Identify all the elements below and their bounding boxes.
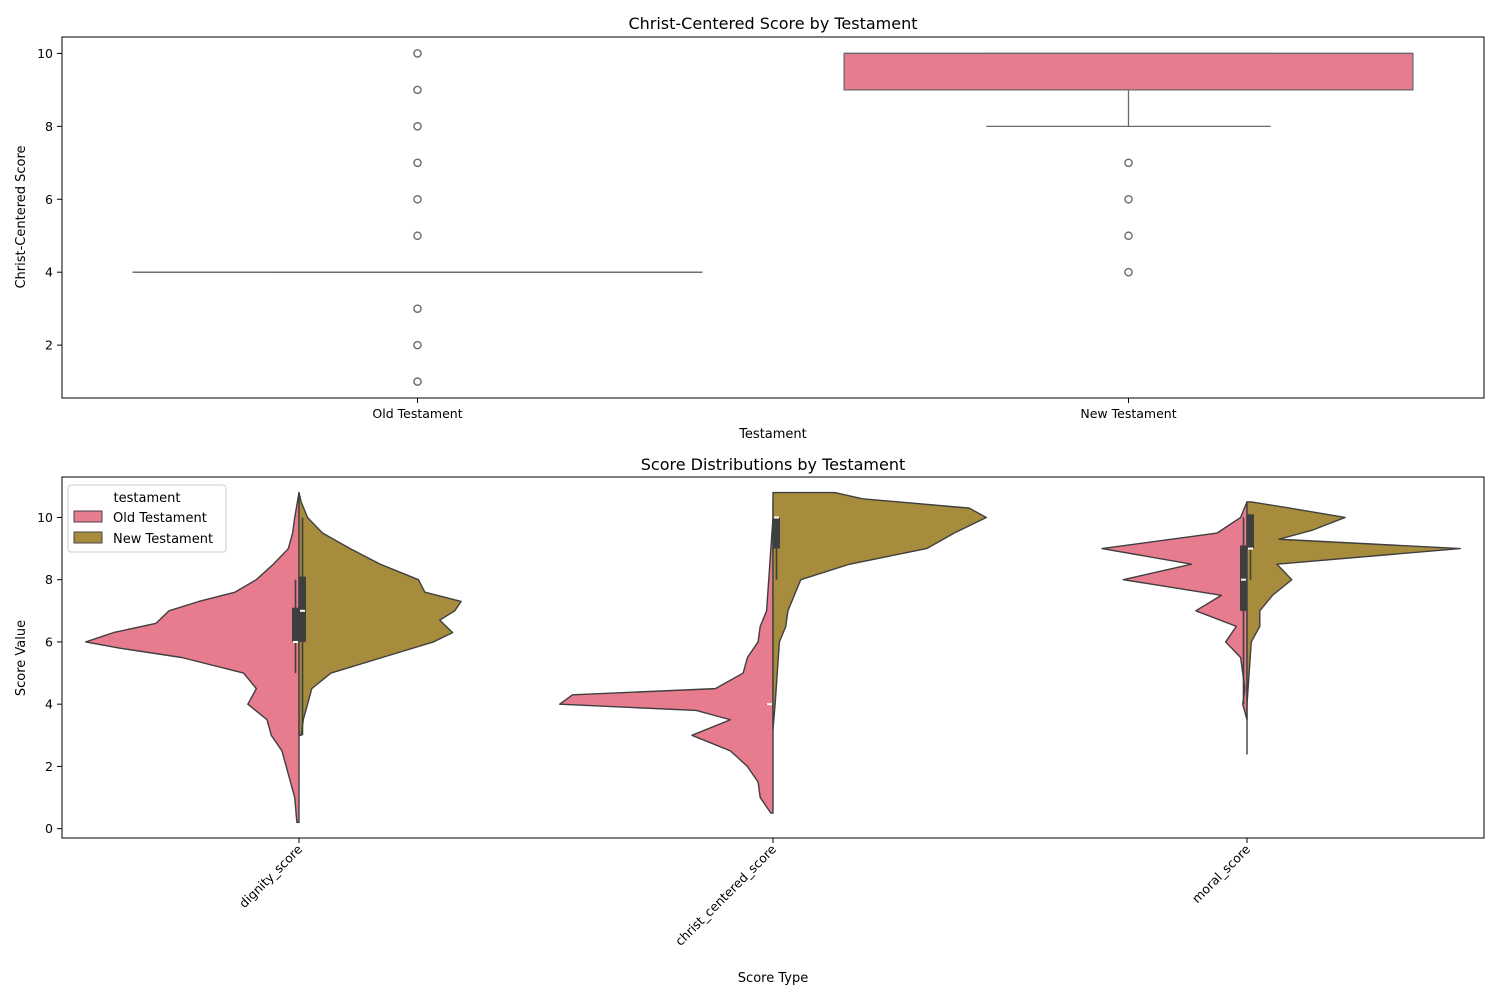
- box-outlier-new-testament-6: [1124, 194, 1133, 204]
- violin-old-testament-christ-centered-score: [559, 501, 774, 814]
- chart2-ytick-label-10: 10: [37, 510, 53, 525]
- chart2-ytick-label-8: 8: [45, 572, 53, 587]
- chart2-title: Score Distributions by Testament: [641, 455, 906, 474]
- box-outlier-old-testament-3: [413, 304, 422, 313]
- chart2-xtick-label-dignity-score: dignity_score: [236, 841, 305, 910]
- violin-box-old-testament-moral-score: [1240, 545, 1247, 611]
- box-outlier-new-testament-7: [1124, 158, 1133, 168]
- chart1-xlabel: Testament: [738, 427, 807, 442]
- violin-chart: Score Distributions by Testament Score T…: [14, 455, 1485, 986]
- chart2-xtick-label-christ-centered-score: christ_centered_score: [672, 841, 779, 948]
- box-outlier-old-testament-2: [413, 340, 422, 350]
- chart1-ytick-label-10: 10: [37, 46, 53, 61]
- chart2-xlabel: Score Type: [738, 971, 808, 986]
- legend-label-new-testament: New Testament: [113, 532, 213, 547]
- violin-box-new-testament-christ-centered-score: [773, 517, 780, 549]
- box-outlier-old-testament-8: [413, 122, 422, 131]
- chart1-xtick-label-new-testament: New Testament: [1080, 406, 1176, 421]
- chart1-ytick-label-2: 2: [45, 338, 53, 353]
- chart2-ytick-label-2: 2: [45, 759, 53, 774]
- legend-swatch-new-testament: [73, 531, 103, 544]
- chart2-ylabel: Score Value: [14, 620, 29, 696]
- legend-swatch-old-testament: [73, 510, 103, 523]
- violin-box-new-testament-moral-score: [1247, 514, 1254, 549]
- chart1-plot-area: 2 4 6 8 10 Old Testament New Testament: [37, 46, 1414, 421]
- chart1-title: Christ-Centered Score by Testament: [628, 14, 917, 33]
- violin-box-old-testament-dignity-score: [292, 607, 299, 642]
- chart1-ytick-label-6: 6: [45, 192, 53, 207]
- chart2-frame: [61, 476, 1485, 839]
- legend: testament Old Testament New Testament: [67, 484, 227, 553]
- violin-new-testament-dignity-score: [298, 491, 462, 737]
- box-outlier-new-testament-4: [1124, 267, 1133, 277]
- violin-box-new-testament-dignity-score: [299, 576, 306, 642]
- chart2-xtick-label-moral-score: moral_score: [1189, 841, 1254, 906]
- violin-old-testament-dignity-score: [85, 491, 300, 824]
- chart2-ytick-label-0: 0: [45, 821, 53, 836]
- box-outlier-old-testament-5: [413, 231, 422, 241]
- chart2-ytick-label-4: 4: [45, 697, 53, 712]
- boxplot-chart: Christ-Centered Score by Testament Testa…: [14, 14, 1485, 442]
- box-outlier-old-testament-9: [413, 85, 422, 95]
- chart1-ytick-label-4: 4: [45, 265, 53, 280]
- violin-new-testament-christ-centered-score: [772, 491, 987, 730]
- chart2-ytick-label-6: 6: [45, 634, 53, 649]
- legend-label-old-testament: Old Testament: [113, 511, 207, 526]
- chart2-plot-area: 0 2 4 6 8 10 dignity_score christ_centered_scor…: [37, 491, 1461, 949]
- box-outlier-new-testament-5: [1124, 231, 1133, 241]
- chart1-xtick-label-old-testament: Old Testament: [372, 406, 462, 421]
- violin-old-testament-moral-score: [1101, 501, 1248, 721]
- violin-new-testament-moral-score: [1246, 501, 1461, 755]
- box-outlier-old-testament-6: [413, 194, 422, 204]
- box-outlier-old-testament-10: [413, 49, 422, 58]
- chart1-frame: [61, 36, 1485, 399]
- box-new-testament: [843, 52, 1414, 91]
- box-outlier-old-testament-7: [413, 158, 422, 168]
- box-outlier-old-testament-1: [413, 377, 422, 386]
- legend-box: [67, 484, 227, 553]
- chart1-ylabel: Christ-Centered Score: [14, 145, 29, 288]
- legend-title: testament: [114, 491, 181, 506]
- chart1-ytick-label-8: 8: [45, 119, 53, 134]
